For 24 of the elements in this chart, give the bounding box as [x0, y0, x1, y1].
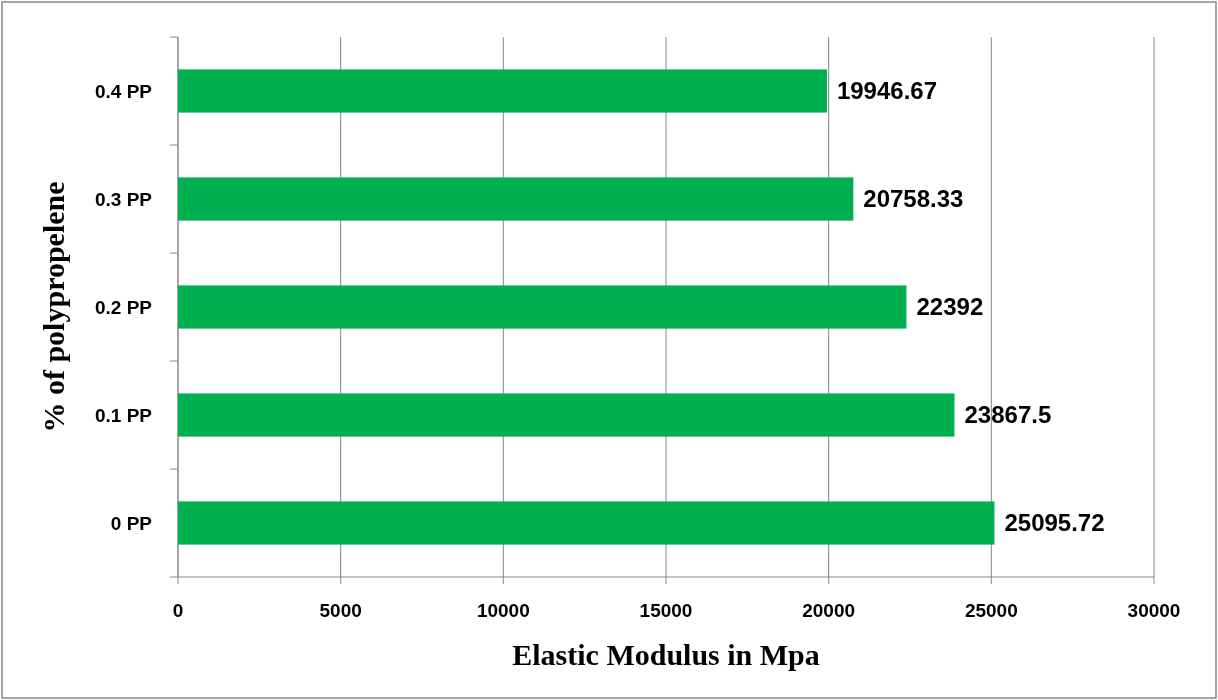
- y-axis-title: % of polypropelene: [37, 181, 70, 433]
- x-tick-label: 20000: [802, 600, 856, 621]
- data-label: 22392: [916, 293, 984, 321]
- x-tick-label: 10000: [476, 600, 530, 621]
- y-tick-label: 0.2 PP: [94, 296, 153, 318]
- x-tick-label: 5000: [319, 600, 362, 621]
- data-label: 25095.72: [1004, 509, 1105, 537]
- y-tick-label: 0.1 PP: [94, 404, 153, 426]
- x-tick-label: 0: [172, 600, 184, 621]
- bar: [178, 393, 955, 437]
- bar: [178, 285, 907, 329]
- y-tick-label: 0 PP: [110, 512, 153, 534]
- y-tick-label: 0.3 PP: [94, 188, 153, 210]
- data-label: 19946.67: [836, 77, 938, 105]
- x-axis-title: Elastic Modulus in Mpa: [512, 638, 820, 671]
- bar: [178, 501, 995, 545]
- x-tick-label: 15000: [639, 600, 693, 621]
- x-tick-label: 30000: [1127, 600, 1181, 621]
- x-tick-label: 25000: [964, 600, 1018, 621]
- bar: [178, 69, 827, 113]
- y-tick-label: 0.4 PP: [94, 80, 153, 102]
- bar: [178, 177, 854, 221]
- data-label: 23867.5: [964, 401, 1052, 429]
- data-label: 20758.33: [863, 185, 964, 213]
